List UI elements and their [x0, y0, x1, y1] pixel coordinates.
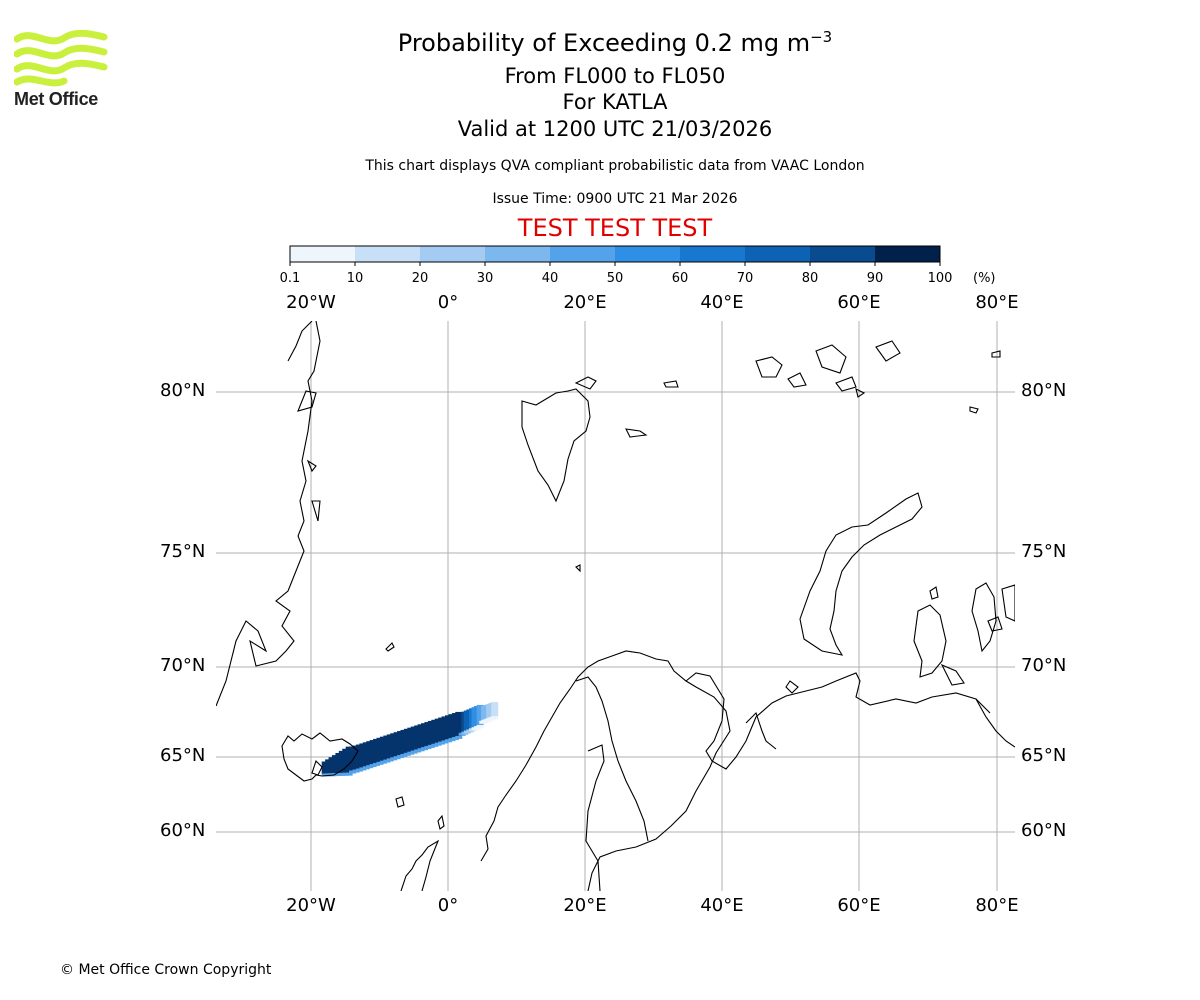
greenland-coast [216, 321, 321, 707]
novaya-zemlya-coast [799, 492, 923, 656]
colorbar-tick-label: 100 [927, 271, 953, 286]
chart-title-text: Probability of Exceeding 0.2 mg m [397, 29, 811, 57]
longitude-label-bottom: 20°E [563, 895, 607, 916]
colorbar-tick-label: 20 [411, 271, 429, 286]
plume-fringe-cell [345, 772, 353, 776]
colorbar-tick-label: 60 [671, 271, 689, 286]
colorbar-segment [355, 246, 421, 262]
latitude-label-right: 70°N [1021, 655, 1067, 676]
colorbar-segment [485, 246, 551, 262]
colorbar-tick-label: 0.1 [279, 271, 301, 286]
latitude-label-left: 75°N [160, 541, 206, 562]
logo-wordmark: Met Office [14, 89, 99, 109]
graticule [216, 321, 1015, 891]
colorbar [289, 245, 941, 266]
flight-levels: From FL000 to FL050 [504, 64, 726, 88]
colorbar-tick-label: 80 [801, 271, 819, 286]
latitude-label-left: 65°N [160, 745, 206, 766]
plume-cell [491, 702, 499, 717]
colorbar-segment [290, 246, 356, 262]
colorbar-tick-label: 50 [606, 271, 624, 286]
latitude-label-right: 60°N [1021, 820, 1067, 841]
valid-time: Valid at 1200 UTC 21/03/2026 [457, 117, 773, 141]
colorbar-tick-label: 10 [346, 271, 364, 286]
colorbar-segment [745, 246, 811, 262]
colorbar-tick-label: 30 [476, 271, 494, 286]
latitude-label-left: 60°N [160, 820, 206, 841]
longitude-label-top: 20°W [286, 292, 336, 313]
longitude-label-bottom: 40°E [700, 895, 744, 916]
colorbar-tick-label: 90 [866, 271, 884, 286]
map-panel [216, 321, 1015, 891]
colorbar-segment [420, 246, 486, 262]
subtitle: This chart displays QVA compliant probab… [365, 158, 865, 174]
longitude-label-top: 60°E [837, 292, 881, 313]
longitude-label-bottom: 20°W [286, 895, 336, 916]
latitude-label-left: 70°N [160, 655, 206, 676]
longitude-label-top: 40°E [700, 292, 744, 313]
plume-fringe-cell [476, 724, 484, 728]
latitude-label-left: 80°N [160, 380, 206, 401]
longitude-label-top: 0° [437, 292, 459, 313]
uk-coast [400, 839, 440, 891]
franz-josef-land-coast [755, 356, 783, 378]
colorbar-segment [615, 246, 681, 262]
colorbar-unit: (%) [973, 271, 996, 286]
svalbard-coast [521, 388, 591, 503]
ash-plume [321, 702, 499, 777]
longitude-label-bottom: 60°E [837, 895, 881, 916]
scandinavia-coast [480, 650, 731, 891]
longitude-label-top: 20°E [563, 292, 607, 313]
latitude-label-right: 75°N [1021, 541, 1067, 562]
iceland-coast [281, 732, 359, 782]
colorbar-tick-label: 40 [541, 271, 559, 286]
colorbar-segment [680, 246, 746, 262]
longitude-label-bottom: 0° [437, 895, 459, 916]
colorbar-tick-label: 70 [736, 271, 754, 286]
volcano-name: For KATLA [562, 90, 668, 114]
latitude-label-right: 80°N [1021, 380, 1067, 401]
colorbar-segment [810, 246, 876, 262]
met-office-logo-icon [14, 30, 108, 87]
colorbar-segment [550, 246, 616, 262]
chart-title-exponent: −3 [810, 28, 833, 46]
plume-fringe-cell [455, 735, 463, 739]
longitude-label-top: 80°E [975, 292, 1019, 313]
copyright: © Met Office Crown Copyright [60, 962, 272, 978]
test-banner: TEST TEST TEST [517, 214, 713, 242]
plume-fringe-cell [491, 716, 499, 720]
colorbar-segment [875, 246, 941, 262]
issue-time: Issue Time: 0900 UTC 21 Mar 2026 [492, 191, 738, 207]
latitude-label-right: 65°N [1021, 745, 1067, 766]
chart-title: Probability of Exceeding 0.2 mg m−3 [0, 28, 1200, 57]
longitude-label-bottom: 80°E [975, 895, 1019, 916]
coastlines [216, 321, 1015, 891]
